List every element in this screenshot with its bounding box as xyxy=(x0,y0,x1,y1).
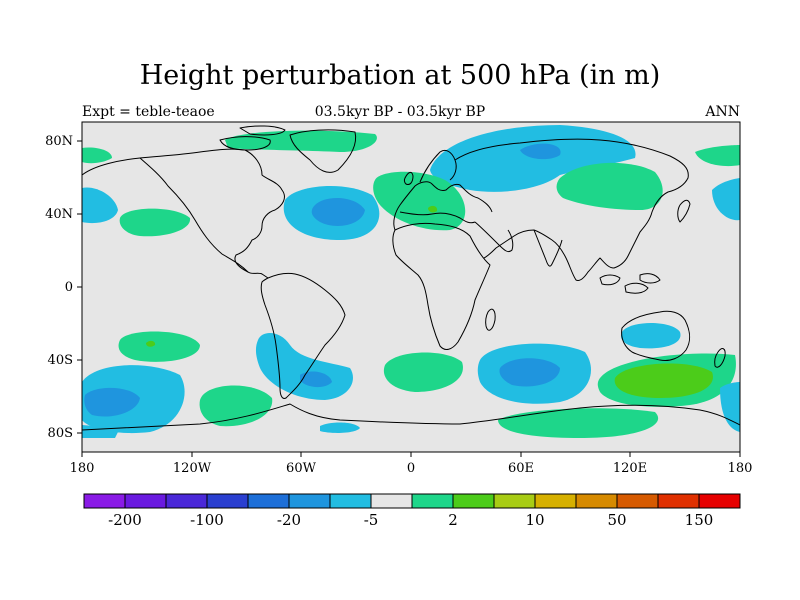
colorbar-swatch xyxy=(165,493,208,509)
contour-positive-northeast-edge xyxy=(695,145,740,167)
coastline-australia xyxy=(621,310,691,361)
contour-negative-south-america-core xyxy=(300,371,332,388)
contour-positive-south-indian-core xyxy=(614,363,713,398)
contour-positive-southeast-pacific xyxy=(199,385,273,427)
coastline-india xyxy=(533,229,563,267)
lat-tick-label: 80S xyxy=(48,426,73,441)
colorbar-swatch xyxy=(124,493,167,509)
colorbar-label: -20 xyxy=(277,511,301,529)
colorbar-label: -5 xyxy=(364,511,379,529)
colorbar-swatch xyxy=(575,493,618,509)
map-title: Height perturbation at 500 hPa (in m) xyxy=(139,60,661,91)
contour-positive-europe xyxy=(373,171,466,231)
contour-positive-arctic xyxy=(225,130,377,152)
contour-negative-antarctic-coast xyxy=(320,422,360,433)
colorbar-label: -100 xyxy=(190,511,224,529)
coastlines xyxy=(82,125,740,431)
colorbar-swatch xyxy=(534,493,577,509)
colorbar-swatch xyxy=(616,493,659,509)
contour-positive-northwest-edge xyxy=(82,147,112,164)
coastline-arctic-islands xyxy=(219,125,286,151)
contour-negative-eurasia xyxy=(430,125,636,192)
colorbar-label: 50 xyxy=(607,511,626,529)
coastline-greenland xyxy=(289,129,357,173)
coastline-japan xyxy=(677,199,691,223)
colorbar-swatch xyxy=(493,493,536,509)
colorbar-label: -200 xyxy=(108,511,142,529)
colorbar-swatch xyxy=(657,493,700,509)
contour-positive-southern-ocean xyxy=(498,408,659,438)
contour-negative-southeast-edge xyxy=(720,382,740,432)
season-label: ANN xyxy=(705,104,740,120)
lat-tick-label: 40S xyxy=(48,353,73,368)
lon-tick-label: 0 xyxy=(407,461,415,476)
contour-negative-southwest-pacific-core xyxy=(84,387,140,417)
longitude-axis: 180 120W 60W 0 60E 120E 180 xyxy=(70,452,753,476)
coastline-north-america xyxy=(82,148,285,279)
coastline-british-isles xyxy=(403,171,414,185)
contour-positive-south-pacific-core xyxy=(146,340,156,347)
coastline-madagascar xyxy=(485,308,496,331)
contour-positive-north-pacific xyxy=(119,208,191,237)
colorbar: -200 -100 -20 -5 2 10 50 150 xyxy=(83,493,741,529)
colorbar-swatch xyxy=(411,493,454,509)
latitude-axis: 80N 40N 0 40S 80S xyxy=(45,134,82,441)
contour-positive-south-pacific xyxy=(118,331,200,362)
contour-negative-australia xyxy=(620,323,681,349)
colorbar-swatch xyxy=(698,493,741,509)
coastline-africa xyxy=(392,222,491,350)
coastline-arabia xyxy=(474,221,514,253)
coastline-south-america xyxy=(260,272,346,399)
contour-negative-north-pacific-east xyxy=(712,178,740,221)
coastline-europe xyxy=(393,181,493,231)
contour-positive-south-atlantic xyxy=(383,352,463,392)
colorbar-label: 2 xyxy=(448,511,458,529)
period-label: 03.5kyr BP - 03.5kyr BP xyxy=(314,104,486,120)
coastline-antarctica xyxy=(82,403,740,431)
colorbar-swatch xyxy=(452,493,495,509)
contour-positive-europe-core xyxy=(428,205,438,213)
coastline-new-zealand xyxy=(714,348,726,368)
map-area xyxy=(82,122,740,452)
contour-positive-central-asia xyxy=(556,162,663,210)
lon-tick-label: 60W xyxy=(286,461,317,476)
lon-tick-label: 120E xyxy=(613,461,647,476)
coastline-southeast-asia xyxy=(599,273,661,294)
contour-negative-south-indian-west-core xyxy=(499,358,560,387)
coastline-north-america-west xyxy=(139,157,249,273)
colorbar-swatch xyxy=(329,493,372,509)
colorbar-swatch xyxy=(83,493,126,509)
contour-negative-eurasia-core xyxy=(520,143,561,160)
lon-tick-label: 60E xyxy=(508,461,534,476)
colorbar-swatch xyxy=(206,493,249,509)
contour-negative-north-atlantic-core xyxy=(311,198,365,226)
colorbar-swatch xyxy=(247,493,290,509)
lat-tick-label: 0 xyxy=(65,280,73,295)
coastline-scandinavia xyxy=(419,149,457,183)
contour-negative-north-pacific-west xyxy=(82,187,118,224)
colorbar-swatch xyxy=(288,493,331,509)
lon-tick-label: 180 xyxy=(70,461,95,476)
coastline-mediterranean xyxy=(399,211,476,224)
colorbar-label: 10 xyxy=(525,511,544,529)
colorbar-label: 150 xyxy=(685,511,714,529)
lat-tick-label: 80N xyxy=(45,134,73,149)
lon-tick-label: 180 xyxy=(728,461,753,476)
experiment-label: Expt = teble-teaoe xyxy=(82,104,215,120)
lon-tick-label: 120W xyxy=(173,461,212,476)
colorbar-swatch xyxy=(370,493,413,509)
lat-tick-label: 40N xyxy=(45,207,73,222)
